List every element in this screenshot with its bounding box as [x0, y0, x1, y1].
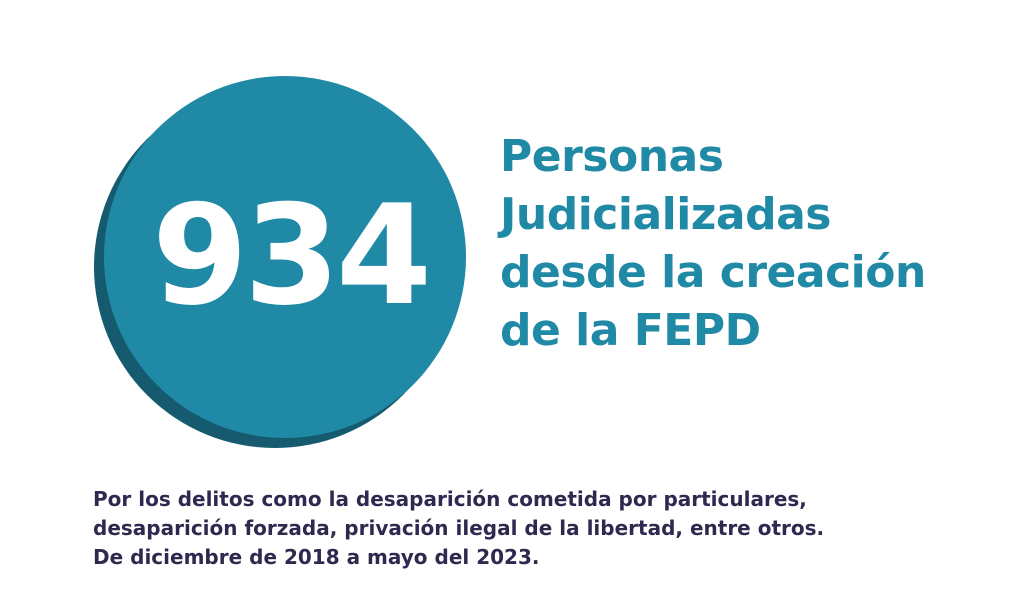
stat-headline: Personas Judicializadas desde la creació…: [500, 128, 1010, 360]
headline-line: desde la creación: [500, 247, 926, 298]
footnote-line: desaparición forzada, privación ilegal d…: [93, 516, 825, 540]
headline-line: Personas: [500, 131, 724, 182]
footnote: Por los delitos como la desaparición com…: [93, 485, 973, 572]
footnote-line: De diciembre de 2018 a mayo del 2023.: [93, 545, 540, 569]
stat-circle: 934: [104, 76, 466, 438]
headline-line: Judicializadas: [500, 189, 831, 240]
headline-line: de la FEPD: [500, 305, 761, 356]
stat-number: 934: [151, 175, 432, 336]
footnote-line: Por los delitos como la desaparición com…: [93, 487, 807, 511]
